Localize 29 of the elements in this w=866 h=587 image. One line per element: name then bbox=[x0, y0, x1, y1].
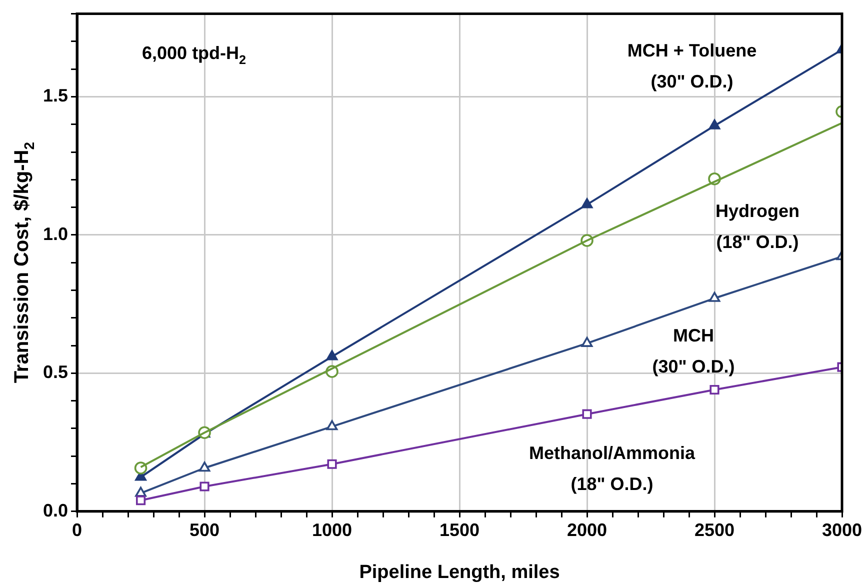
y-tick-label: 0.0 bbox=[42, 500, 68, 520]
series-label: MCH (30" O.D.) bbox=[652, 325, 735, 376]
point bbox=[708, 292, 720, 302]
point bbox=[198, 462, 210, 472]
x-tick-label: 0 bbox=[72, 520, 82, 540]
point bbox=[708, 119, 720, 130]
point bbox=[581, 198, 593, 208]
x-axis-title: Pipeline Length, miles bbox=[359, 562, 560, 583]
x-tick-label: 1000 bbox=[312, 520, 352, 540]
point bbox=[136, 496, 146, 506]
y-tick-label: 0.5 bbox=[42, 362, 68, 382]
x-tick-label: 3000 bbox=[822, 520, 862, 540]
x-tick-label: 2000 bbox=[566, 520, 608, 540]
point bbox=[582, 409, 592, 419]
y-axis-title: Transission Cost, $/kg-H2 bbox=[11, 142, 37, 384]
point bbox=[581, 336, 593, 347]
y-tick-label: 1.0 bbox=[42, 224, 68, 244]
point bbox=[327, 459, 337, 469]
point bbox=[326, 420, 338, 430]
point bbox=[710, 384, 720, 395]
x-tick-label: 1500 bbox=[439, 520, 480, 540]
point bbox=[200, 482, 210, 492]
x-tick-label: 500 bbox=[189, 520, 220, 540]
series-label: Methanol/Ammonia (18" O.D.) bbox=[529, 443, 696, 494]
series-label: Hydrogen (18" O.D.) bbox=[716, 200, 800, 252]
x-tick-label: 2500 bbox=[694, 520, 735, 540]
y-tick-label: 1.5 bbox=[42, 86, 68, 106]
series-label: MCH + Toluene (30" O.D.) bbox=[627, 40, 757, 92]
point bbox=[326, 350, 338, 360]
